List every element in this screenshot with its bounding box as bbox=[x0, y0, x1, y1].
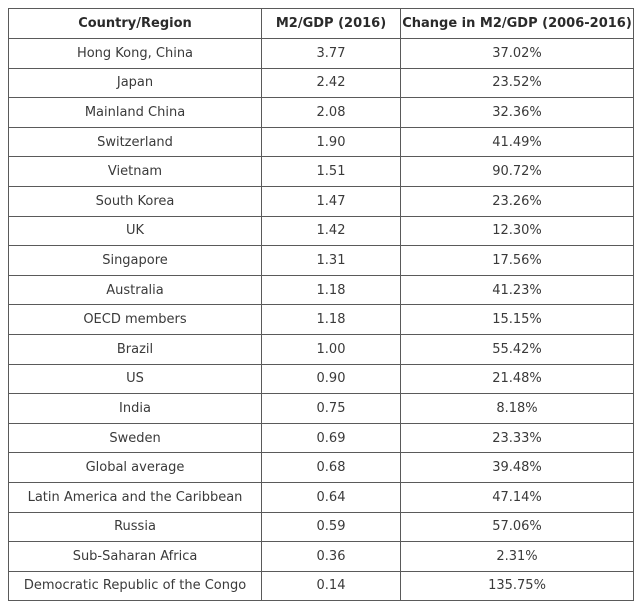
change-cell: 47.14% bbox=[400, 481, 634, 513]
table-row: Switzerland 1.90 41.49% bbox=[8, 126, 634, 158]
m2-gdp-cell: 1.31 bbox=[261, 245, 401, 276]
country-cell: Mainland China bbox=[8, 97, 262, 128]
table-row: UK 1.42 12.30% bbox=[8, 215, 634, 247]
country-cell: US bbox=[8, 363, 262, 395]
change-cell: 23.33% bbox=[400, 422, 634, 454]
change-cell: 135.75% bbox=[400, 570, 634, 602]
country-cell: Global average bbox=[8, 452, 262, 483]
change-cell: 39.48% bbox=[400, 452, 634, 483]
table-row: Latin America and the Caribbean 0.64 47.14… bbox=[8, 481, 634, 513]
table-row: Mainland China 2.08 32.36% bbox=[8, 97, 634, 128]
table-row: Vietnam 1.51 90.72% bbox=[8, 156, 634, 187]
m2-gdp-cell: 0.64 bbox=[261, 481, 401, 513]
m2-gdp-cell: 0.75 bbox=[261, 393, 401, 424]
header-change-m2-gdp: Change in M2/GDP (2006-2016) bbox=[400, 8, 634, 39]
country-cell: Russia bbox=[8, 511, 262, 543]
m2-gdp-cell: 1.18 bbox=[261, 274, 401, 306]
change-cell: 17.56% bbox=[400, 245, 634, 276]
country-cell: Latin America and the Caribbean bbox=[8, 481, 262, 513]
m2-gdp-cell: 0.14 bbox=[261, 570, 401, 602]
m2-gdp-cell: 1.42 bbox=[261, 215, 401, 247]
header-country-region: Country/Region bbox=[8, 8, 262, 39]
change-cell: 8.18% bbox=[400, 393, 634, 424]
m2-gdp-cell: 2.08 bbox=[261, 97, 401, 128]
country-cell: Vietnam bbox=[8, 156, 262, 187]
country-cell: Singapore bbox=[8, 245, 262, 276]
country-cell: Japan bbox=[8, 67, 262, 99]
header-m2-gdp-2016: M2/GDP (2016) bbox=[261, 8, 401, 39]
table-row: Brazil 1.00 55.42% bbox=[8, 333, 634, 365]
table-row: Japan 2.42 23.52% bbox=[8, 67, 634, 99]
table-row: Hong Kong, China 3.77 37.02% bbox=[8, 38, 634, 69]
m2-gdp-cell: 1.90 bbox=[261, 126, 401, 158]
m2-gdp-cell: 1.51 bbox=[261, 156, 401, 187]
table-container: Country/Region M2/GDP (2016) Change in M… bbox=[8, 8, 634, 602]
change-cell: 23.52% bbox=[400, 67, 634, 99]
change-cell: 32.36% bbox=[400, 97, 634, 128]
change-cell: 21.48% bbox=[400, 363, 634, 395]
table-row: Global average 0.68 39.48% bbox=[8, 452, 634, 483]
m2-gdp-cell: 1.47 bbox=[261, 185, 401, 217]
country-cell: OECD members bbox=[8, 304, 262, 335]
country-cell: Switzerland bbox=[8, 126, 262, 158]
table-row: Sub-Saharan Africa 0.36 2.31% bbox=[8, 541, 634, 572]
country-cell: India bbox=[8, 393, 262, 424]
change-cell: 57.06% bbox=[400, 511, 634, 543]
change-cell: 37.02% bbox=[400, 38, 634, 69]
table-row: OECD members 1.18 15.15% bbox=[8, 304, 634, 335]
change-cell: 41.23% bbox=[400, 274, 634, 306]
change-cell: 23.26% bbox=[400, 185, 634, 217]
country-cell: Brazil bbox=[8, 333, 262, 365]
m2-gdp-cell: 3.77 bbox=[261, 38, 401, 69]
m2-gdp-table: Country/Region M2/GDP (2016) Change in M… bbox=[8, 8, 634, 602]
change-cell: 41.49% bbox=[400, 126, 634, 158]
header-row: Country/Region M2/GDP (2016) Change in M… bbox=[8, 8, 634, 39]
m2-gdp-cell: 0.69 bbox=[261, 422, 401, 454]
table-row: India 0.75 8.18% bbox=[8, 393, 634, 424]
table-body: Hong Kong, China 3.77 37.02% Japan 2.42 23.52… bbox=[8, 38, 634, 602]
m2-gdp-cell: 1.00 bbox=[261, 333, 401, 365]
table-row: Australia 1.18 41.23% bbox=[8, 274, 634, 306]
change-cell: 2.31% bbox=[400, 541, 634, 572]
m2-gdp-cell: 0.59 bbox=[261, 511, 401, 543]
table-row: Democratic Republic of the Congo 0.14 135.… bbox=[8, 570, 634, 602]
change-cell: 15.15% bbox=[400, 304, 634, 335]
m2-gdp-cell: 0.36 bbox=[261, 541, 401, 572]
table-row: US 0.90 21.48% bbox=[8, 363, 634, 395]
country-cell: Democratic Republic of the Congo bbox=[8, 570, 262, 602]
m2-gdp-cell: 0.68 bbox=[261, 452, 401, 483]
change-cell: 90.72% bbox=[400, 156, 634, 187]
table-row: Sweden 0.69 23.33% bbox=[8, 422, 634, 454]
country-cell: South Korea bbox=[8, 185, 262, 217]
table-row: South Korea 1.47 23.26% bbox=[8, 185, 634, 217]
change-cell: 55.42% bbox=[400, 333, 634, 365]
table-row: Singapore 1.31 17.56% bbox=[8, 245, 634, 276]
country-cell: Sweden bbox=[8, 422, 262, 454]
change-cell: 12.30% bbox=[400, 215, 634, 247]
country-cell: Hong Kong, China bbox=[8, 38, 262, 69]
country-cell: UK bbox=[8, 215, 262, 247]
m2-gdp-cell: 1.18 bbox=[261, 304, 401, 335]
m2-gdp-cell: 2.42 bbox=[261, 67, 401, 99]
table-row: Russia 0.59 57.06% bbox=[8, 511, 634, 543]
country-cell: Sub-Saharan Africa bbox=[8, 541, 262, 572]
m2-gdp-cell: 0.90 bbox=[261, 363, 401, 395]
country-cell: Australia bbox=[8, 274, 262, 306]
